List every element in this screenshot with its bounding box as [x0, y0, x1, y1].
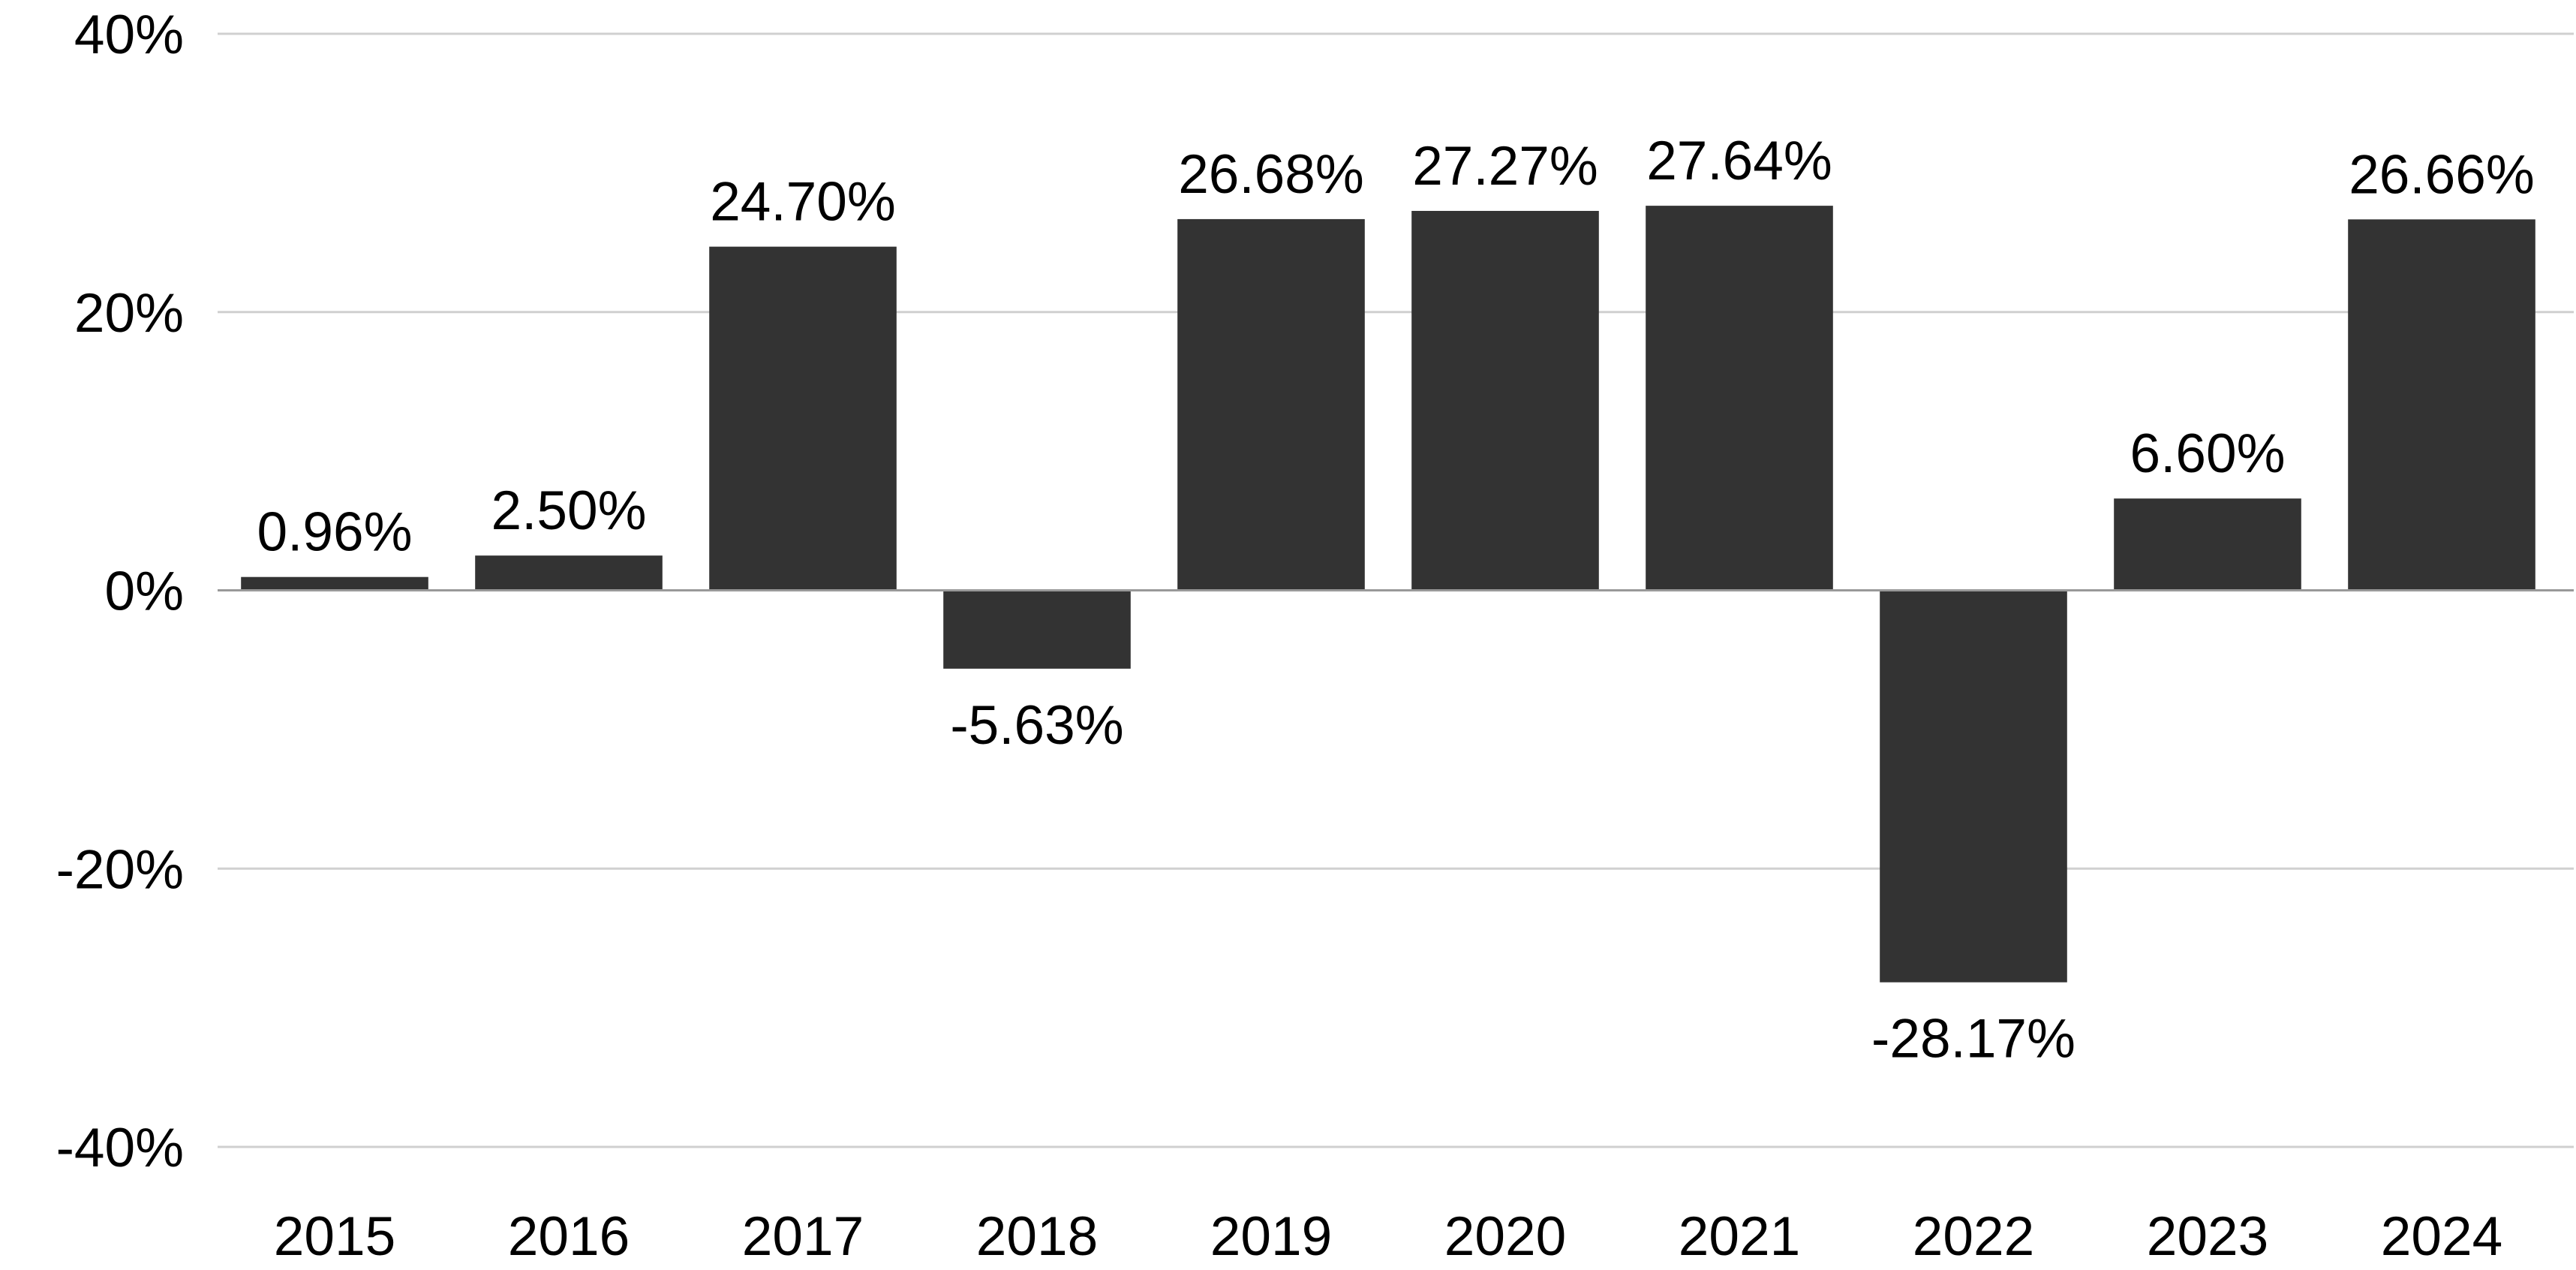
bar-2024	[2348, 219, 2535, 591]
data-label: 26.66%	[2349, 144, 2535, 205]
data-label: -28.17%	[1871, 1009, 2076, 1070]
bar-2020	[1411, 210, 1599, 591]
bar-2021	[1646, 206, 1833, 591]
y-axis-tick-labels: 40% 20% 0% -20% -40%	[56, 5, 184, 1178]
bar-2016	[475, 555, 663, 591]
data-labels: 0.96% 2.50% 24.70% -5.63% 26.68% 27.27% 27.64%…	[257, 131, 2535, 1070]
x-tick-label: 2017	[742, 1206, 864, 1267]
y-tick-label: 40%	[74, 5, 184, 65]
bar-2022	[1880, 590, 2067, 983]
x-tick-label: 2024	[2381, 1206, 2502, 1267]
gridlines	[218, 32, 2574, 1148]
data-label: 26.68%	[1178, 144, 1364, 205]
x-tick-label: 2022	[1913, 1206, 2034, 1267]
x-tick-label: 2020	[1444, 1206, 1566, 1267]
x-tick-label: 2018	[976, 1206, 1098, 1267]
bars	[241, 206, 2535, 983]
x-tick-label: 2016	[508, 1206, 630, 1267]
x-axis-tick-labels: 2015 2016 2017 2018 2019 2020 2021 2022 2023 2024	[274, 1206, 2502, 1267]
x-tick-label: 2023	[2147, 1206, 2268, 1267]
y-tick-label: -20%	[56, 839, 184, 900]
bar-2019	[1177, 218, 1365, 591]
bar-2023	[2114, 498, 2301, 591]
data-label: 0.96%	[257, 502, 413, 563]
x-tick-label: 2021	[1679, 1206, 1800, 1267]
y-tick-label: 20%	[74, 283, 184, 344]
data-label: 24.70%	[710, 172, 896, 233]
data-label: 27.27%	[1412, 136, 1598, 197]
data-label: 27.64%	[1646, 131, 1832, 191]
y-tick-label: -40%	[56, 1118, 184, 1178]
bar-2018	[943, 590, 1131, 669]
data-label: -5.63%	[950, 695, 1123, 756]
bar-2017	[709, 246, 897, 591]
x-tick-label: 2019	[1210, 1206, 1332, 1267]
data-label: 2.50%	[491, 480, 647, 541]
y-tick-label: 0%	[104, 561, 184, 622]
bar-2015	[241, 576, 428, 591]
x-tick-label: 2015	[274, 1206, 395, 1267]
data-label: 6.60%	[2130, 423, 2286, 484]
